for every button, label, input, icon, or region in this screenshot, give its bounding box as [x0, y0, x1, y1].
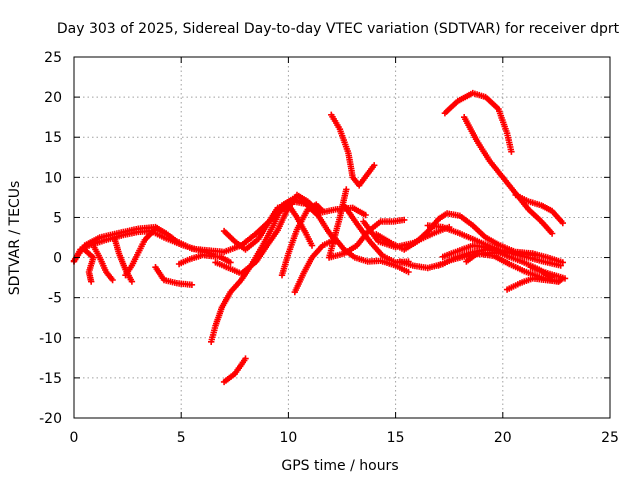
series-arc-7 — [152, 264, 196, 288]
x-tick-label: 20 — [494, 430, 512, 446]
x-axis-title: GPS time / hours — [281, 458, 398, 474]
series-arc-28 — [512, 191, 566, 227]
y-axis-title: SDTVAR / TECUs — [7, 181, 23, 296]
data-point — [242, 355, 249, 362]
series-arc-4 — [90, 242, 116, 284]
series-arc-6 — [122, 225, 159, 279]
data-point — [188, 281, 196, 288]
y-tick-labels: -20 -15 -10 -5 0 5 10 15 20 25 — [39, 50, 62, 427]
series-arc-8 — [175, 251, 234, 268]
chart-title: Day 303 of 2025, Sidereal Day-to-day VTE… — [57, 21, 620, 37]
x-tick-labels: 0 5 10 15 20 25 — [70, 430, 619, 446]
y-tick-label: 0 — [53, 251, 62, 267]
series-arc-5 — [111, 235, 136, 285]
plot-frame — [73, 56, 611, 419]
data-point — [227, 259, 234, 266]
data-point — [559, 259, 566, 266]
y-tick-label: -20 — [39, 411, 62, 427]
series-arc-17 — [325, 186, 408, 261]
x-tick-label: 15 — [387, 430, 405, 446]
series-arc-11 — [212, 191, 320, 277]
y-tick-label: 10 — [44, 170, 62, 186]
x-tick-label: 5 — [177, 430, 186, 446]
x-tick-label: 0 — [70, 430, 79, 446]
data-point — [109, 276, 116, 284]
y-tick-label: 5 — [53, 210, 62, 226]
axis-ticks — [73, 56, 611, 419]
y-tick-label: -10 — [39, 331, 62, 347]
series-arc-27 — [461, 114, 556, 237]
data-point — [401, 216, 408, 224]
data-point — [128, 278, 136, 285]
chart-series — [70, 89, 569, 386]
data-point — [319, 207, 326, 215]
series-arc-15 — [291, 235, 412, 296]
x-tick-label: 25 — [601, 430, 619, 446]
series-arc-12 — [220, 355, 249, 386]
data-point — [548, 230, 556, 237]
y-tick-label: -5 — [48, 291, 62, 307]
series-arc-14 — [278, 201, 326, 279]
series-arc-30 — [527, 264, 569, 282]
data-point — [88, 278, 95, 285]
data-point — [308, 242, 316, 249]
data-point — [122, 272, 129, 279]
series-arc-16 — [328, 111, 378, 189]
data-point — [405, 268, 412, 276]
x-tick-label: 10 — [279, 430, 297, 446]
data-point — [362, 211, 369, 219]
series-arc-26 — [441, 89, 515, 155]
data-point — [371, 162, 378, 169]
data-point — [559, 219, 566, 227]
y-tick-label: 20 — [44, 90, 62, 106]
data-point — [561, 275, 569, 282]
y-tick-label: -15 — [39, 371, 62, 387]
y-tick-label: 25 — [44, 50, 62, 66]
y-tick-label: 15 — [44, 130, 62, 146]
data-point — [508, 148, 515, 155]
series-arc-3 — [79, 244, 97, 285]
